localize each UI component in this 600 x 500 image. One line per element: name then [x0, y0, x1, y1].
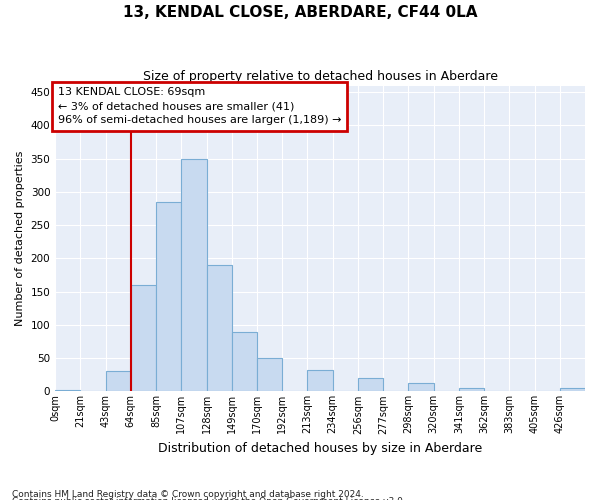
Y-axis label: Number of detached properties: Number of detached properties	[15, 151, 25, 326]
Text: 13 KENDAL CLOSE: 69sqm
← 3% of detached houses are smaller (41)
96% of semi-deta: 13 KENDAL CLOSE: 69sqm ← 3% of detached …	[58, 87, 341, 125]
Text: Contains public sector information licensed under the Open Government Licence v3: Contains public sector information licen…	[12, 497, 406, 500]
Bar	[55, 390, 80, 392]
Bar	[156, 202, 181, 392]
Bar	[358, 378, 383, 392]
Bar	[131, 285, 156, 392]
Bar	[307, 370, 332, 392]
Bar	[459, 388, 484, 392]
Bar	[106, 372, 131, 392]
Bar	[409, 384, 434, 392]
Bar	[560, 388, 585, 392]
Bar	[181, 158, 206, 392]
Title: Size of property relative to detached houses in Aberdare: Size of property relative to detached ho…	[143, 70, 497, 83]
Bar	[206, 265, 232, 392]
Text: Contains HM Land Registry data © Crown copyright and database right 2024.: Contains HM Land Registry data © Crown c…	[12, 490, 364, 499]
X-axis label: Distribution of detached houses by size in Aberdare: Distribution of detached houses by size …	[158, 442, 482, 455]
Text: 13, KENDAL CLOSE, ABERDARE, CF44 0LA: 13, KENDAL CLOSE, ABERDARE, CF44 0LA	[123, 5, 477, 20]
Bar	[257, 358, 282, 392]
Bar	[232, 332, 257, 392]
